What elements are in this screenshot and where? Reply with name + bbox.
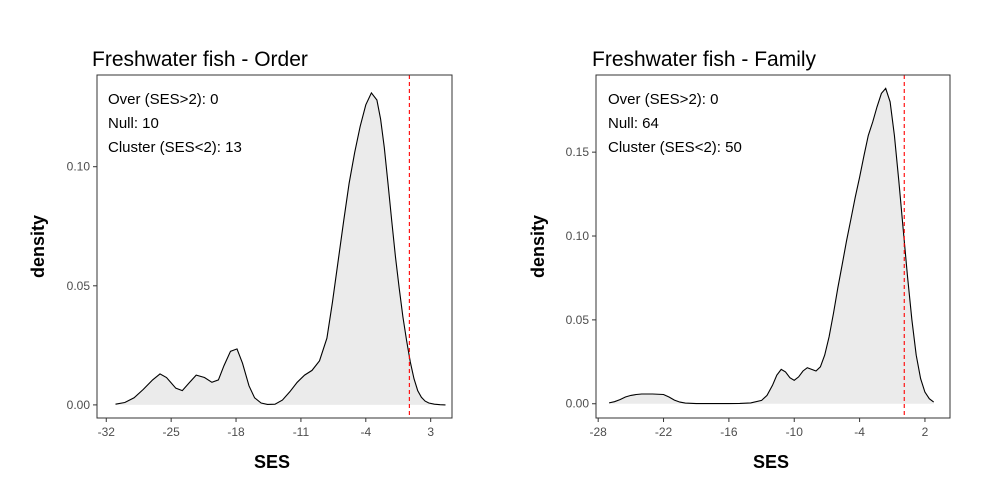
x-tick-label: -4 [360, 425, 371, 439]
y-axis-title: density [528, 215, 548, 278]
y-tick-label: 0.00 [566, 397, 590, 411]
x-tick-label: -22 [655, 425, 673, 439]
count-annotation: Over (SES>2): 0 [608, 91, 718, 108]
x-tick-label: -28 [590, 425, 608, 439]
panel-title: Freshwater fish - Order [92, 48, 308, 71]
count-annotation: Null: 64 [608, 115, 659, 132]
y-tick-label: 0.10 [566, 229, 590, 243]
panel-family: -28 -22 -16 -10 -4 2 0.00 0.05 0.10 0.15 Freshwate… [528, 48, 951, 472]
x-tick-label: 2 [922, 425, 929, 439]
y-tick-label: 0.15 [566, 145, 590, 159]
y-tick-label: 0.05 [67, 279, 91, 293]
density-area [609, 88, 934, 404]
x-tick-label: -11 [293, 425, 310, 439]
panel-border [595, 74, 951, 419]
x-axis-title: SES [753, 452, 789, 472]
panel-order: -32 -25 -18 -11 -4 3 0.00 0.05 0.10 Freshwater fi… [28, 48, 453, 472]
panel-title: Freshwater fish - Family [592, 48, 817, 71]
x-tick-label: 3 [427, 425, 434, 439]
x-tick-label: -16 [720, 425, 738, 439]
density-area [115, 92, 446, 405]
count-annotation: Cluster (SES<2): 50 [608, 139, 742, 156]
y-tick-label: 0.05 [566, 313, 590, 327]
x-axis-title: SES [254, 452, 290, 472]
x-tick-label: -18 [227, 425, 245, 439]
count-annotation: Null: 10 [108, 115, 159, 132]
count-annotation: Over (SES>2): 0 [108, 91, 218, 108]
y-tick-label: 0.10 [67, 160, 91, 174]
x-tick-label: -25 [162, 425, 180, 439]
y-axis-title: density [28, 215, 48, 278]
x-tick-label: -4 [854, 425, 865, 439]
density-curve [608, 87, 935, 405]
density-curve [115, 91, 446, 406]
x-tick-label: -10 [786, 425, 804, 439]
y-tick-label: 0.00 [67, 398, 91, 412]
count-annotation: Cluster (SES<2): 13 [108, 139, 242, 156]
x-tick-label: -32 [98, 425, 116, 439]
panel-border [96, 74, 453, 419]
